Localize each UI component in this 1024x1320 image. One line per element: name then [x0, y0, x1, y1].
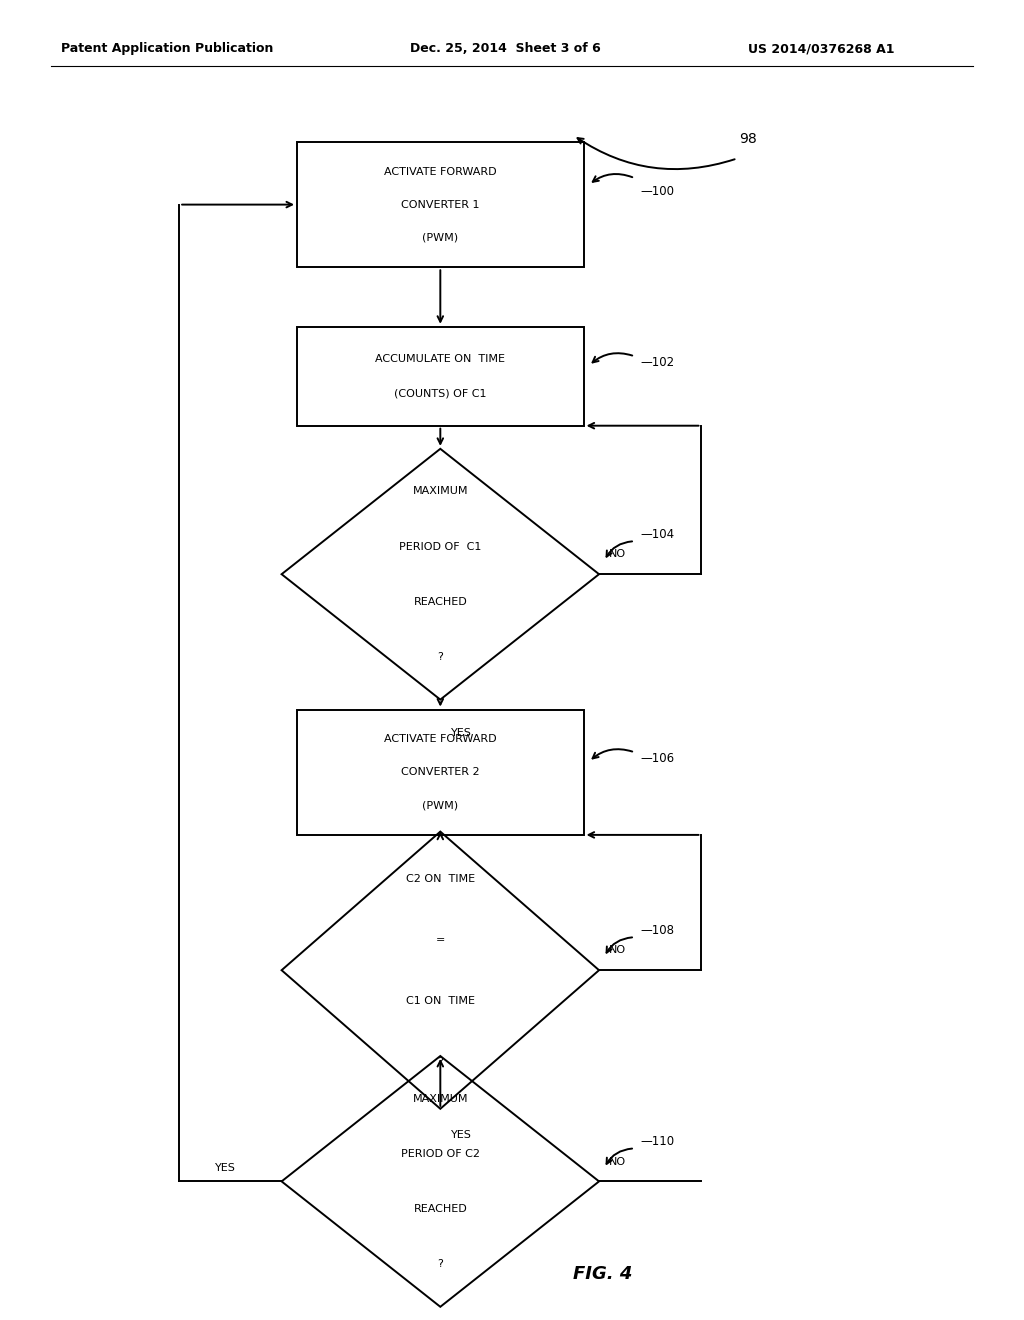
Text: 98: 98 [738, 132, 757, 145]
Text: ?: ? [437, 1057, 443, 1067]
Text: =: = [435, 935, 445, 945]
Text: —100: —100 [640, 185, 674, 198]
Bar [297, 710, 584, 836]
Text: ACTIVATE FORWARD: ACTIVATE FORWARD [384, 734, 497, 744]
Text: (PWM): (PWM) [422, 232, 459, 243]
Text: CONVERTER 1: CONVERTER 1 [401, 199, 479, 210]
Text: MAXIMUM: MAXIMUM [413, 1094, 468, 1104]
Text: US 2014/0376268 A1: US 2014/0376268 A1 [748, 42, 894, 55]
Text: NO: NO [609, 549, 627, 560]
Text: (PWM): (PWM) [422, 800, 459, 810]
Text: PERIOD OF C2: PERIOD OF C2 [400, 1148, 480, 1159]
Text: Patent Application Publication: Patent Application Publication [61, 42, 273, 55]
Text: (COUNTS) OF C1: (COUNTS) OF C1 [394, 389, 486, 399]
Text: NO: NO [609, 945, 627, 956]
Text: CONVERTER 2: CONVERTER 2 [401, 767, 479, 777]
Text: —110: —110 [640, 1135, 674, 1148]
Text: —102: —102 [640, 356, 674, 370]
Bar [297, 143, 584, 267]
Text: YES: YES [451, 727, 471, 738]
Text: YES: YES [215, 1163, 236, 1173]
Text: NO: NO [609, 1156, 627, 1167]
Text: PERIOD OF  C1: PERIOD OF C1 [399, 541, 481, 552]
Text: REACHED: REACHED [414, 1204, 467, 1214]
Text: ACTIVATE FORWARD: ACTIVATE FORWARD [384, 166, 497, 177]
Text: C2 ON  TIME: C2 ON TIME [406, 874, 475, 883]
Text: YES: YES [451, 1130, 471, 1140]
Text: FIG. 4: FIG. 4 [573, 1265, 633, 1283]
Text: ACCUMULATE ON  TIME: ACCUMULATE ON TIME [376, 354, 505, 363]
Text: —104: —104 [640, 528, 674, 541]
Text: MAXIMUM: MAXIMUM [413, 487, 468, 496]
Bar [297, 327, 584, 425]
Text: —106: —106 [640, 752, 674, 766]
Text: ?: ? [437, 652, 443, 661]
Text: C1 ON  TIME: C1 ON TIME [406, 995, 475, 1006]
Text: —108: —108 [640, 924, 674, 937]
Text: Dec. 25, 2014  Sheet 3 of 6: Dec. 25, 2014 Sheet 3 of 6 [410, 42, 600, 55]
Text: REACHED: REACHED [414, 597, 467, 607]
Text: ?: ? [437, 1259, 443, 1269]
